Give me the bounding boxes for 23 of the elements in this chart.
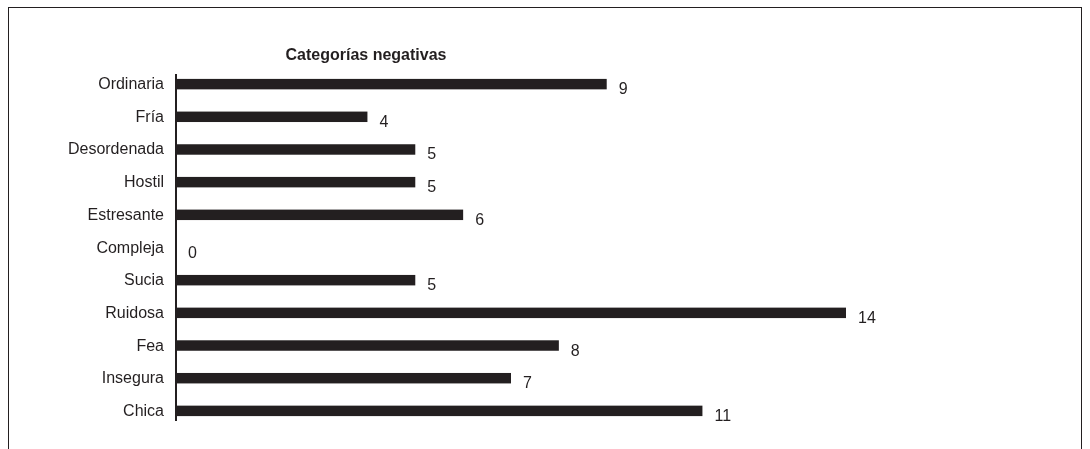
data-label: 5 bbox=[427, 276, 437, 294]
y-tick-label: Insegura bbox=[101, 369, 165, 387]
data-label: 11 bbox=[714, 406, 732, 424]
y-tick-label: Fría bbox=[135, 107, 165, 125]
data-label: 6 bbox=[475, 210, 485, 228]
data-label: 7 bbox=[523, 374, 532, 392]
data-label: 4 bbox=[379, 112, 389, 130]
y-tick-label: Desordenada bbox=[67, 140, 165, 158]
data-label: 9 bbox=[618, 80, 628, 98]
y-tick-label: Compleja bbox=[96, 238, 165, 256]
y-tick-label: Ruidosa bbox=[105, 303, 165, 321]
data-label: 8 bbox=[570, 341, 580, 359]
y-tick-label: Hostil bbox=[123, 173, 164, 191]
chart-title: Categorías negativas bbox=[285, 46, 447, 63]
y-tick-label: Fea bbox=[136, 336, 165, 354]
y-tick-label: Chica bbox=[123, 401, 165, 419]
data-label: 0 bbox=[188, 243, 197, 261]
data-label: 5 bbox=[427, 178, 437, 196]
y-tick-label: Estresante bbox=[87, 205, 165, 223]
data-label: 5 bbox=[427, 145, 437, 163]
data-label: 14 bbox=[858, 308, 876, 326]
y-tick-label: Ordinaria bbox=[98, 75, 165, 93]
y-tick-label: Sucia bbox=[123, 271, 165, 289]
